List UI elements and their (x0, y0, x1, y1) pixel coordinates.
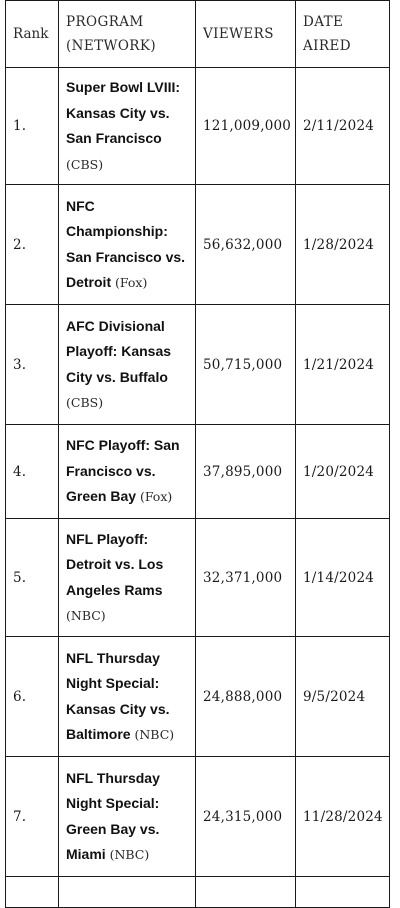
program-name: Super Bowl LVIII: Kansas City vs. San Fr… (66, 79, 181, 146)
program-name: AFC Divisional Playoff: Kansas City vs. … (66, 317, 172, 385)
date-cell: 9/5/2024 (295, 636, 390, 757)
network-name: (CBS) (66, 395, 104, 410)
date-cell: 1/28/2024 (295, 184, 390, 305)
rank-cell: 7. (5, 756, 59, 877)
network-name: (Fox) (115, 275, 148, 290)
rank-cell: 5. (5, 518, 59, 637)
viewers-cell: 50,715,000 (195, 304, 296, 425)
table-row: 5. NFL Playoff: Detroit vs. Los Angeles … (5, 518, 390, 637)
header-viewers: VIEWERS (195, 0, 296, 68)
network-name: (NBC) (66, 608, 106, 623)
program-cell: NFL Playoff: Detroit vs. Los Angeles Ram… (58, 518, 196, 637)
table-row: 2. NFC Championship: San Francisco vs. D… (5, 184, 390, 305)
viewers-cell: 121,009,000 (195, 67, 296, 185)
network-name: (NBC) (109, 847, 150, 862)
network-name: (CBS) (66, 156, 104, 172)
viewers-cell: 37,895,000 (195, 424, 296, 519)
table-row-partial (5, 876, 390, 908)
empty-cell (295, 876, 390, 908)
date-cell: 2/11/2024 (295, 67, 390, 185)
program-name: NFC Championship: San Francisco vs. Detr… (66, 197, 186, 291)
program-cell: NFC Championship: San Francisco vs. Detr… (58, 184, 196, 305)
program-name: NFC Playoff: San Francisco vs. Green Bay (66, 437, 180, 505)
table-row: 4. NFC Playoff: San Francisco vs. Green … (5, 424, 390, 519)
program-name: NFL Thursday Night Special: Green Bay vs… (66, 769, 160, 863)
date-cell: 11/28/2024 (295, 756, 390, 877)
table-header-row: Rank PROGRAM (NETWORK) VIEWERS DATE AIRE… (5, 0, 390, 68)
rank-cell: 1. (5, 67, 59, 185)
header-date: DATE AIRED (295, 0, 390, 68)
empty-cell (58, 876, 196, 908)
program-cell: Super Bowl LVIII: Kansas City vs. San Fr… (58, 67, 196, 185)
program-cell: NFL Thursday Night Special: Kansas City … (58, 636, 196, 757)
rank-cell: 4. (5, 424, 59, 519)
rank-cell: 6. (5, 636, 59, 757)
viewers-cell: 24,888,000 (195, 636, 296, 757)
ratings-table-container: Rank PROGRAM (NETWORK) VIEWERS DATE AIRE… (5, 0, 390, 908)
viewers-cell: 24,315,000 (195, 756, 296, 877)
program-cell: AFC Divisional Playoff: Kansas City vs. … (58, 304, 196, 425)
date-cell: 1/20/2024 (295, 424, 390, 519)
header-program: PROGRAM (NETWORK) (58, 0, 196, 68)
viewers-cell: 56,632,000 (195, 184, 296, 305)
empty-cell (5, 876, 59, 908)
table-row: 1. Super Bowl LVIII: Kansas City vs. San… (5, 67, 390, 185)
date-cell: 1/14/2024 (295, 518, 390, 637)
empty-cell (195, 876, 296, 908)
viewers-cell: 32,371,000 (195, 518, 296, 637)
table-row: 7. NFL Thursday Night Special: Green Bay… (5, 756, 390, 877)
table-row: 3. AFC Divisional Playoff: Kansas City v… (5, 304, 390, 425)
header-rank: Rank (5, 0, 59, 68)
rank-cell: 3. (5, 304, 59, 425)
ratings-table: Rank PROGRAM (NETWORK) VIEWERS DATE AIRE… (5, 0, 390, 908)
network-name: (NBC) (134, 727, 175, 742)
program-name: NFL Playoff: Detroit vs. Los Angeles Ram… (66, 530, 164, 598)
rank-cell: 2. (5, 184, 59, 305)
network-name: (Fox) (139, 489, 173, 505)
date-cell: 1/21/2024 (295, 304, 390, 425)
table-row: 6. NFL Thursday Night Special: Kansas Ci… (5, 636, 390, 757)
program-cell: NFC Playoff: San Francisco vs. Green Bay… (58, 424, 196, 519)
program-cell: NFL Thursday Night Special: Green Bay vs… (58, 756, 196, 877)
program-name: NFL Thursday Night Special: Kansas City … (66, 649, 170, 743)
